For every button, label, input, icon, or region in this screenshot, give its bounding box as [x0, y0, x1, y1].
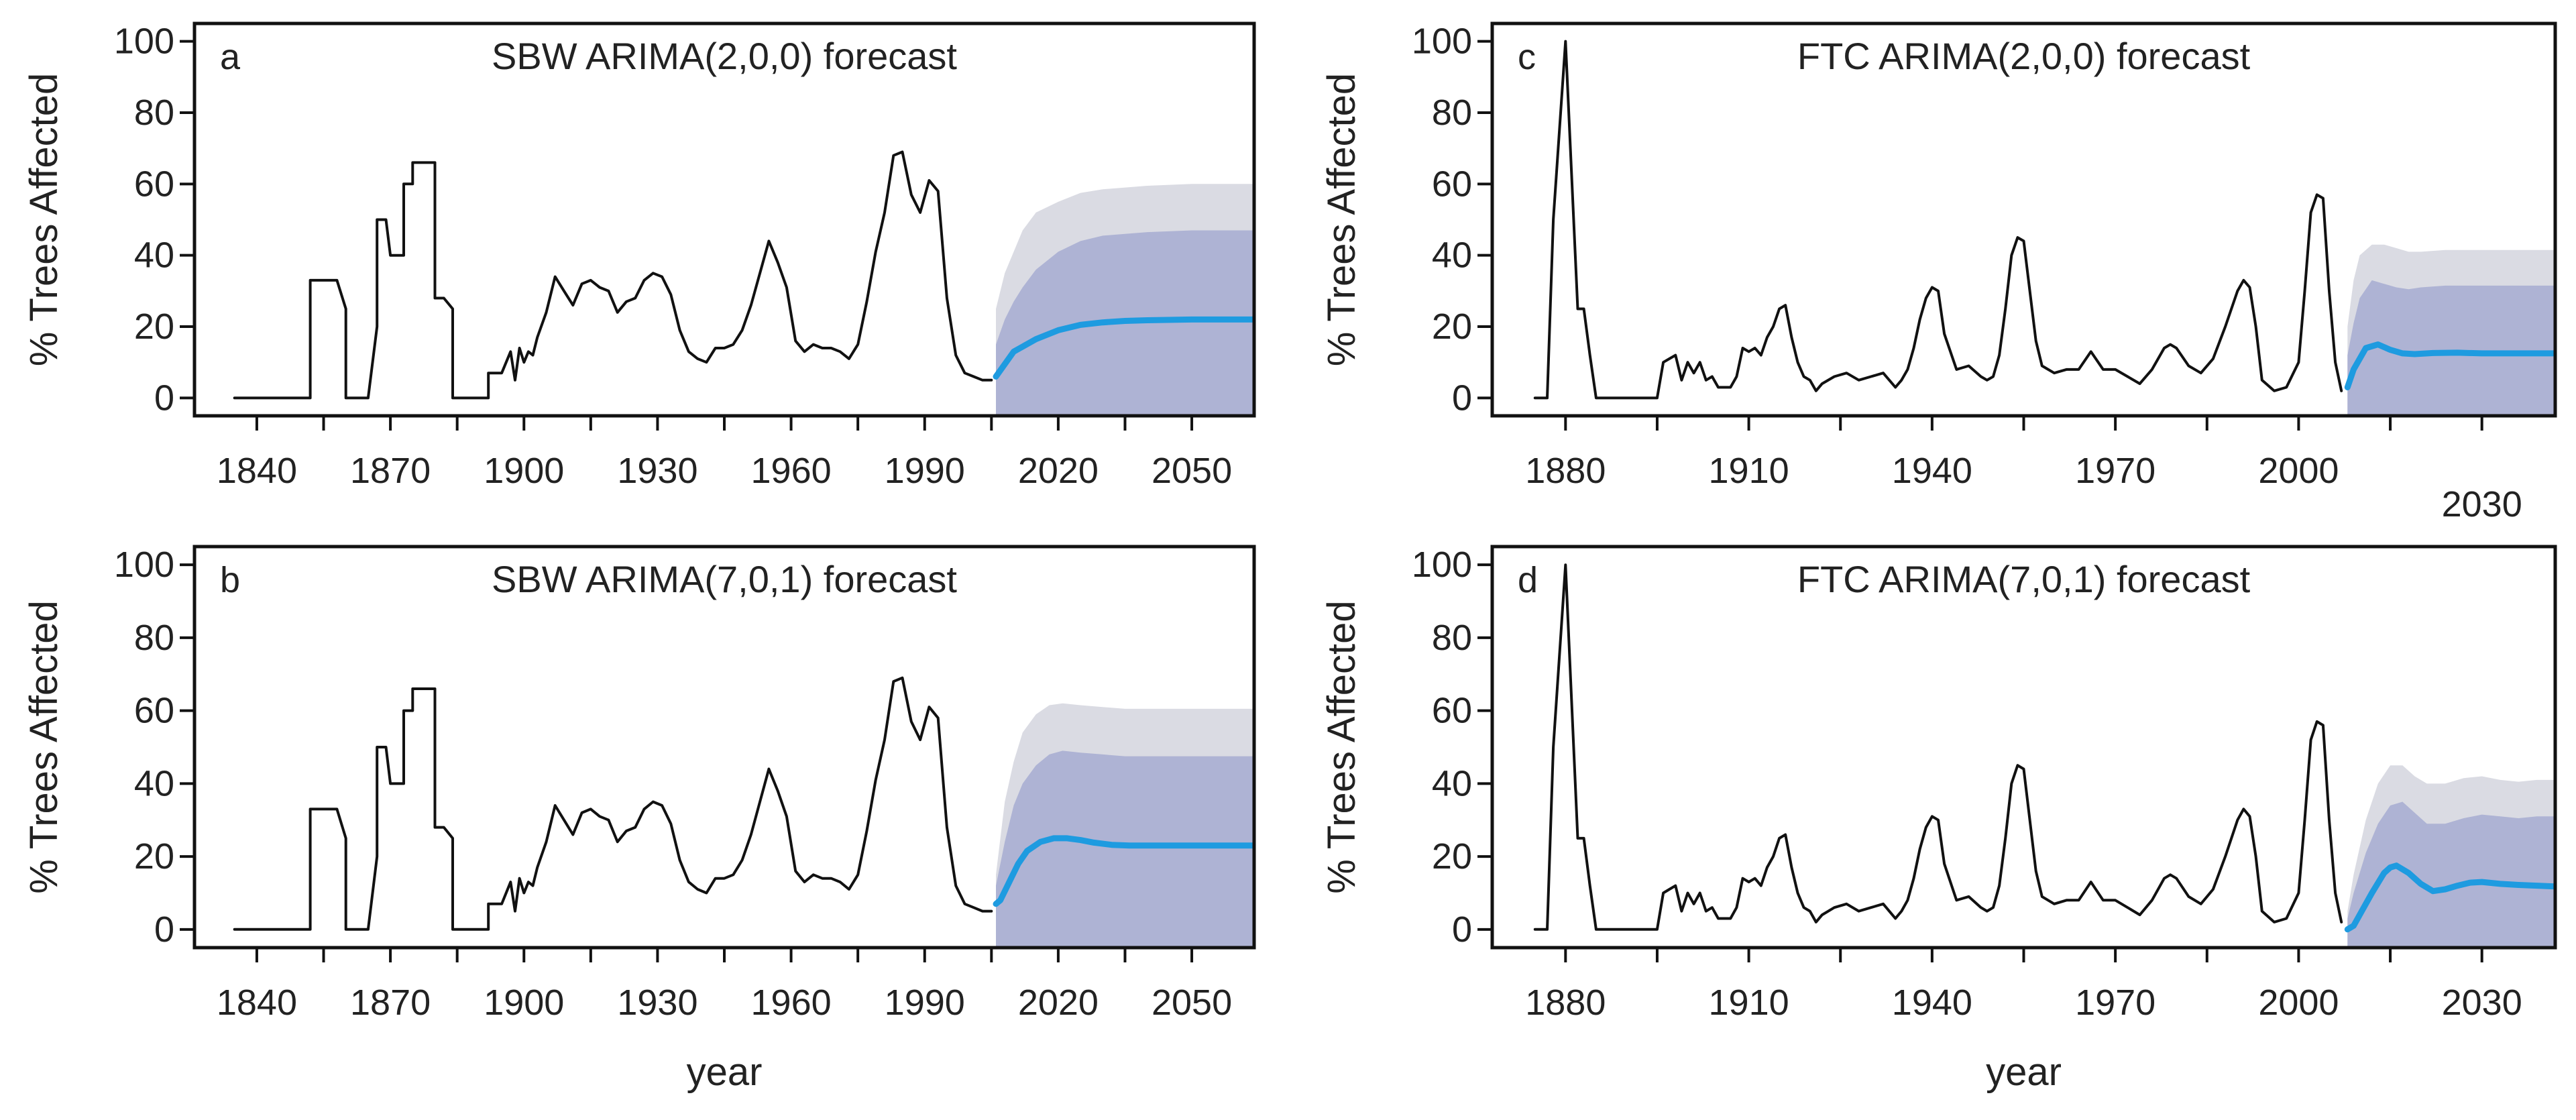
panel-c: 0 20 40 60 80 100 1880 1910 1940 1970 2000 2030 % Tr…: [1320, 21, 2557, 524]
x-axis-label-d: year: [1986, 1050, 2062, 1094]
x-tick-label-b: 2020: [1018, 983, 1099, 1023]
y-axis-label-c: % Trees Affected: [1320, 73, 1363, 366]
y-tick-label-d: 0: [1452, 909, 1472, 950]
x-tick-label-b: 1840: [217, 983, 297, 1023]
panel-title-c: FTC ARIMA(2,0,0) forecast: [1797, 35, 2251, 77]
y-tick-label-a: 100: [114, 21, 174, 62]
x-tick-label-a: 1960: [751, 451, 832, 491]
x-tick-label-c: 2000: [2258, 451, 2339, 491]
x-tick-label-a: 2020: [1018, 451, 1099, 491]
y-tick-label-b: 20: [134, 836, 174, 877]
series-forecast-b: [993, 835, 1254, 907]
x-tick-label-d: 2030: [2442, 983, 2522, 1023]
y-tick-label-d: 40: [1432, 763, 1472, 803]
x-tick-label-a: 1930: [617, 451, 697, 491]
band-80-d: [2347, 801, 2555, 948]
y-tick-label-a: 20: [134, 306, 174, 347]
y-tick-label-d: 20: [1432, 836, 1472, 877]
x-tick-label-d: 1880: [1525, 983, 1606, 1023]
x-tick-label-c: 1880: [1525, 451, 1606, 491]
x-tick-label-b: 1990: [885, 983, 965, 1023]
x-tick-label-b: 1870: [350, 983, 431, 1023]
series-observed-d: [1533, 563, 2343, 931]
x-tick-label-c: 1970: [2075, 451, 2155, 491]
y-tick-label-b: 100: [114, 545, 174, 585]
x-tick-label-c: 1910: [1709, 451, 1789, 491]
y-tick-label-a: 0: [154, 378, 174, 418]
y-tick-label-a: 80: [134, 93, 174, 133]
x-tick-label-b: 1960: [751, 983, 832, 1023]
x-tick-label-a: 2050: [1152, 451, 1232, 491]
y-tick-label-a: 40: [134, 235, 174, 276]
x-tick-label-d: 1910: [1709, 983, 1789, 1023]
y-tick-label-d: 60: [1432, 691, 1472, 731]
series-observed-c: [1533, 40, 2343, 400]
y-tick-label-d: 80: [1432, 618, 1472, 658]
x-tick-label-c: 1940: [1892, 451, 1972, 491]
series-forecast-a: [993, 316, 1254, 380]
x-tick-label-a: 1870: [350, 451, 431, 491]
y-tick-label-b: 40: [134, 763, 174, 803]
band-80-b: [996, 750, 1254, 948]
band-80-c: [2347, 280, 2555, 416]
y-axis-label-b: % Trees Affected: [22, 600, 66, 893]
y-tick-label-a: 60: [134, 164, 174, 204]
x-tick-label-a: 1990: [885, 451, 965, 491]
x-tick-label-d: 1940: [1892, 983, 1972, 1023]
panel-title-b: SBW ARIMA(7,0,1) forecast: [492, 558, 957, 600]
y-tick-label-c: 60: [1432, 164, 1472, 204]
x-tick-label-b: 1900: [484, 983, 564, 1023]
y-axis-label-a: % Trees Affected: [22, 73, 66, 366]
panel-letter-a: a: [220, 37, 241, 77]
panel-a: 0 20 40 60 80 100 1840 1870 1900 1930 1960 1990 2020…: [22, 21, 1256, 491]
series-observed-a: [233, 150, 993, 400]
x-axis-label-b: year: [687, 1050, 763, 1094]
panel-d: 0 20 40 60 80 100 1880 1910 1940 1970 2000 2030 % Tr…: [1320, 545, 2557, 1094]
series-forecast-d: [2344, 862, 2555, 933]
x-tick-label-b: 1930: [617, 983, 697, 1023]
panel-letter-b: b: [220, 560, 240, 600]
y-tick-label-d: 100: [1412, 545, 1472, 585]
x-tick-label-a: 1840: [217, 451, 297, 491]
panel-title-d: FTC ARIMA(7,0,1) forecast: [1797, 558, 2251, 600]
y-tick-label-c: 20: [1432, 306, 1472, 347]
x-tick-label-b: 2050: [1152, 983, 1232, 1023]
y-tick-label-c: 40: [1432, 235, 1472, 276]
y-tick-label-c: 100: [1412, 21, 1472, 62]
x-tick-label-c: 2030: [2442, 484, 2522, 524]
y-tick-label-c: 80: [1432, 93, 1472, 133]
series-forecast-c: [2344, 341, 2555, 390]
panel-title-a: SBW ARIMA(2,0,0) forecast: [492, 35, 957, 77]
y-tick-label-b: 0: [154, 909, 174, 950]
y-tick-label-c: 0: [1452, 378, 1472, 418]
x-tick-label-d: 1970: [2075, 983, 2155, 1023]
series-observed-b: [233, 676, 993, 931]
x-tick-label-a: 1900: [484, 451, 564, 491]
y-tick-label-b: 80: [134, 618, 174, 658]
y-axis-label-d: % Trees Affected: [1320, 600, 1363, 893]
panel-letter-d: d: [1518, 560, 1538, 600]
panel-b: 0 20 40 60 80 100 1840 1870 1900 1930 1960 1990 2020…: [22, 545, 1256, 1094]
panel-letter-c: c: [1518, 37, 1536, 77]
y-tick-label-b: 60: [134, 691, 174, 731]
x-tick-label-d: 2000: [2258, 983, 2339, 1023]
